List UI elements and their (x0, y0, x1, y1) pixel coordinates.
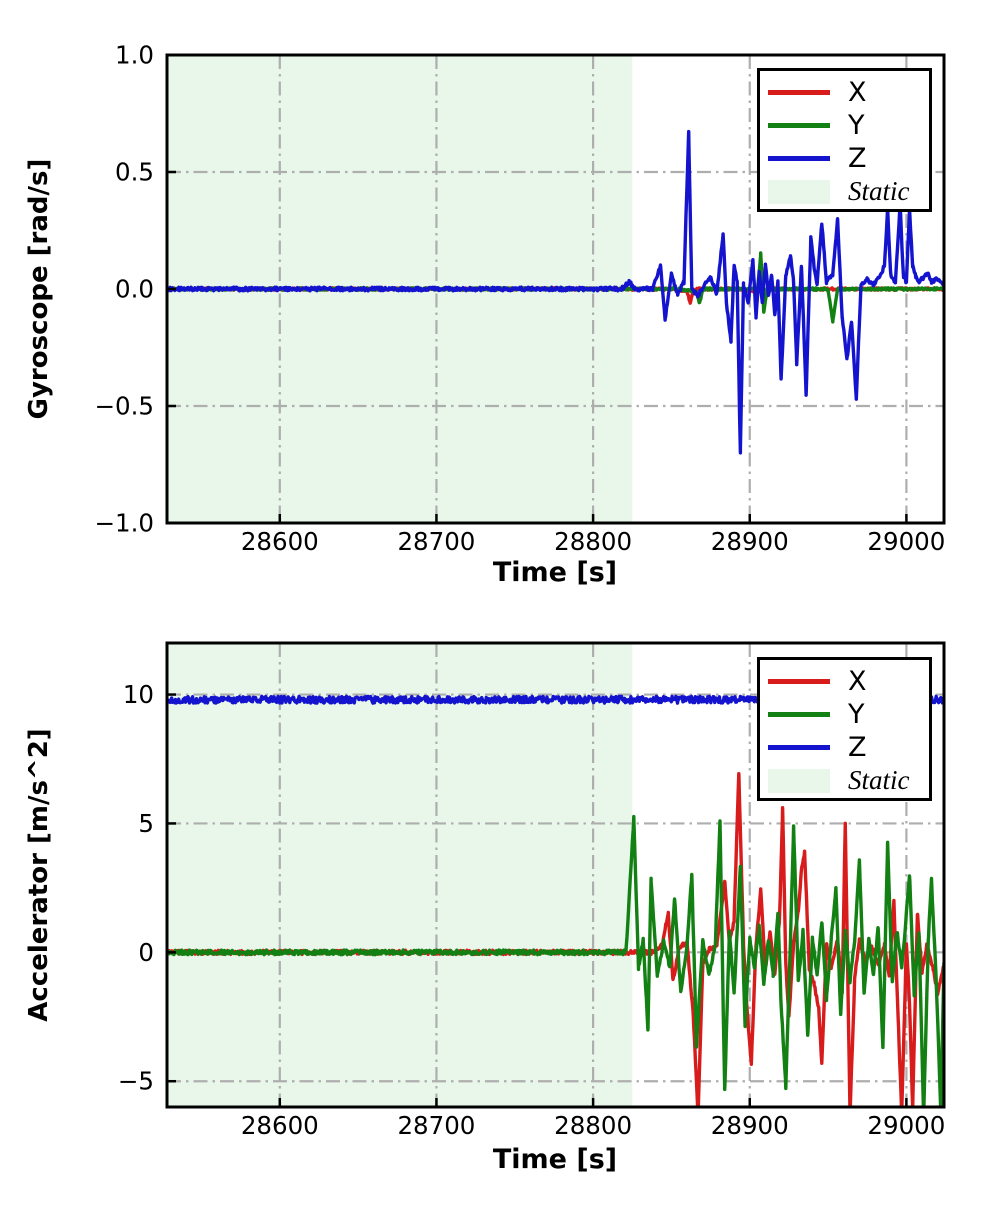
gyroscope-x-tick-label: 28700 (397, 527, 475, 556)
gyroscope-y-tick-label: 1.0 (115, 41, 154, 70)
accelerator-x-axis-label: Time [s] (492, 1144, 618, 1175)
accelerator-plot-border (165, 641, 946, 1109)
gyroscope-plot-border (165, 53, 946, 525)
legend-label-static: Static (848, 765, 910, 795)
accelerator-x-tick-label: 28600 (241, 1111, 319, 1140)
legend-label-z: Z (848, 732, 867, 763)
gyroscope-x-tick-label: 28800 (554, 527, 632, 556)
gyroscope-x-tick-label: 29000 (867, 527, 945, 556)
accelerator-static-region (167, 643, 633, 1107)
legend-label-x: X (848, 666, 867, 697)
gyroscope-y-axis-label: Gyroscope [rad/s] (24, 158, 54, 420)
z-line-swatch (768, 745, 830, 750)
accelerator-x-tick-label: 29000 (867, 1111, 945, 1140)
accelerator-y-tick-label: 10 (123, 680, 154, 709)
legend-label-z: Z (848, 143, 867, 174)
gyroscope-y-tick-label: 0.5 (115, 158, 154, 187)
accelerator-y-tick-label: 5 (138, 809, 154, 838)
gyroscope-x-tick-label: 28900 (711, 527, 789, 556)
gyroscope-x-tick-label: 28600 (241, 527, 319, 556)
accelerator-series-y (167, 814, 944, 1107)
legend-label-y: Y (848, 110, 865, 141)
y-line-swatch (768, 712, 830, 717)
gyroscope-y-tick-label: 0.0 (115, 275, 154, 304)
legend-item-static: Static (768, 764, 929, 797)
accelerator-legend: X Y Z Static (757, 657, 932, 801)
legend-item-x: X (768, 665, 929, 698)
static-patch-swatch (768, 768, 830, 793)
legend-label-y: Y (848, 699, 865, 730)
y-line-swatch (768, 123, 830, 128)
accelerator-y-tick-label: −5 (118, 1067, 154, 1096)
accelerator-x-tick-label: 28700 (397, 1111, 475, 1140)
legend-label-x: X (848, 77, 867, 108)
static-patch-swatch (768, 179, 830, 204)
gyroscope-x-axis-label: Time [s] (492, 557, 618, 588)
accelerator-y-tick-label: 0 (138, 938, 154, 967)
legend-item-y: Y (768, 109, 929, 142)
legend-item-static: Static (768, 175, 929, 208)
gyroscope-y-tick-label: −1.0 (95, 509, 155, 538)
legend-item-y: Y (768, 698, 929, 731)
accelerator-x-tick-label: 28800 (554, 1111, 632, 1140)
legend-item-x: X (768, 76, 929, 109)
legend-label-static: Static (848, 176, 910, 206)
x-line-swatch (768, 679, 830, 684)
z-line-swatch (768, 156, 830, 161)
accelerator-y-axis-label: Accelerator [m/s^2] (24, 728, 54, 1022)
legend-item-z: Z (768, 142, 929, 175)
gyroscope-series-z (167, 129, 944, 455)
legend-item-z: Z (768, 731, 929, 764)
gyroscope-y-tick-label: −0.5 (95, 392, 155, 421)
gyroscope-legend: X Y Z Static (757, 68, 932, 212)
accelerator-x-tick-label: 28900 (711, 1111, 789, 1140)
accelerator-chart: 28600 28700 28800 28900 29000 10 5 0 −5 (118, 641, 946, 1140)
x-line-swatch (768, 90, 830, 95)
